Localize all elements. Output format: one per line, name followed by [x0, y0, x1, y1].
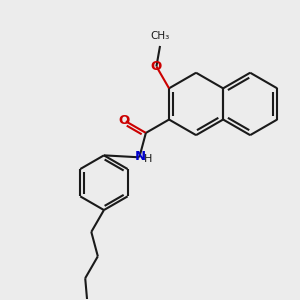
Text: O: O: [119, 114, 130, 127]
Text: N: N: [134, 150, 146, 163]
Text: O: O: [151, 60, 162, 73]
Text: CH₃: CH₃: [150, 31, 170, 40]
Text: H: H: [144, 154, 152, 164]
